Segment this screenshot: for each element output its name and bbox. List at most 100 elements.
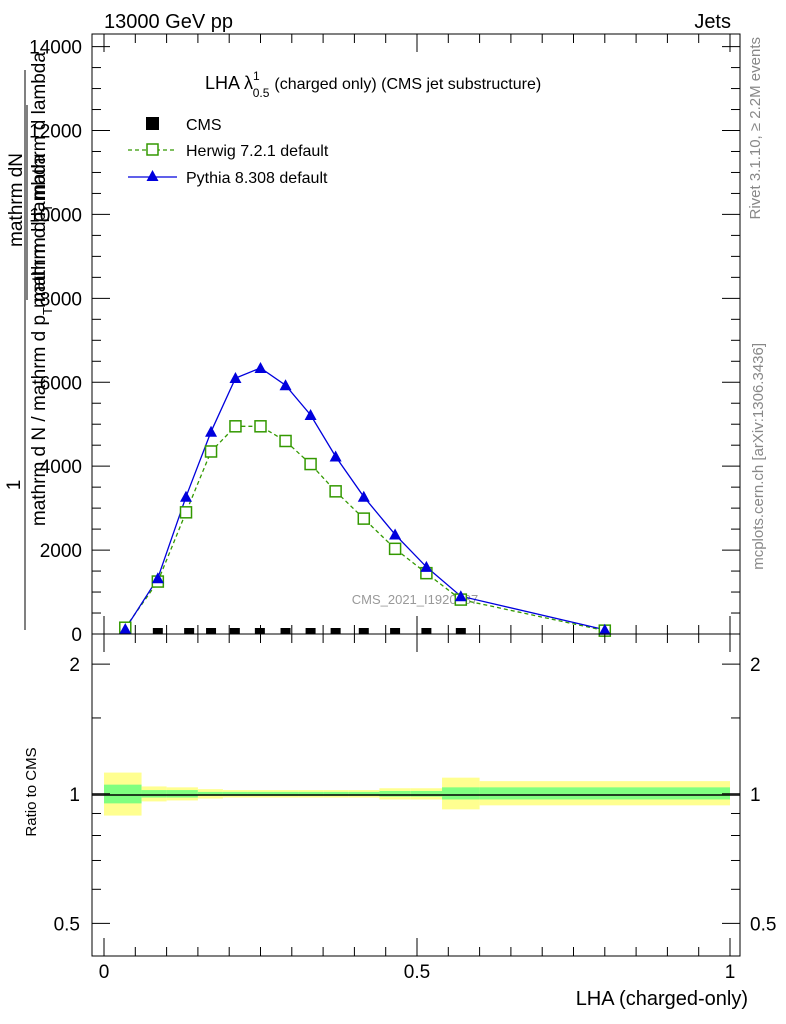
main-y-tick-label: 10000	[29, 205, 82, 226]
main-panel: 0 2000 4000 6000 8000 10000 12000 14000 CMS_202…	[29, 33, 741, 646]
rivet-label: Rivet 3.1.10, ≥ 2.2M events	[747, 37, 764, 220]
ratio-inner-band	[104, 784, 142, 804]
main-y-tick-label: 14000	[29, 38, 82, 59]
pythia-point	[229, 372, 242, 384]
herwig-point	[279, 434, 292, 448]
energy-label: 13000 GeV pp	[104, 11, 233, 33]
pythia-line	[124, 367, 605, 631]
ratio-panel: 0.5 0.51 12 2 0 0.5 1 Ratio to CMS LHA (charg…	[23, 633, 777, 1010]
pythia-point	[357, 490, 370, 502]
main-y-ticks: 0 2000 4000 6000 8000 10000 12000 14000	[29, 38, 740, 646]
herwig-point	[304, 457, 317, 471]
pythia-point	[329, 450, 342, 462]
cms-data-point	[390, 628, 401, 634]
pythia-point	[180, 490, 193, 502]
analysis-watermark: CMS_2021_I1920187	[352, 592, 479, 607]
cms-data-point	[421, 628, 432, 634]
ratio-inner-band	[298, 791, 324, 796]
legend-herwig-label: Herwig 7.2.1 default	[186, 143, 329, 160]
herwig-point	[388, 542, 402, 556]
mcplots-label: mcplots.cern.ch [arXiv:1306.3436]	[750, 343, 767, 570]
herwig-point	[229, 420, 242, 433]
main-y-tick-label: 4000	[40, 457, 82, 478]
ratio-y-tick-label-right: 1	[750, 785, 761, 806]
ratio-inner-band	[273, 791, 299, 796]
cms-data-point	[254, 628, 265, 634]
cms-data-point	[184, 628, 195, 634]
ratio-y-tick-label-right: 2	[750, 655, 761, 676]
herwig-point	[329, 485, 342, 498]
y-label-inner-bottom: mathrm d pTmathrm d lambda	[29, 52, 55, 308]
main-y-tick-label: 2000	[40, 541, 82, 562]
title-superscript: 1	[253, 69, 260, 83]
pythia-point	[598, 623, 611, 635]
ratio-inner-band	[323, 791, 349, 796]
ratio-inner-band	[379, 790, 411, 797]
legend-pythia-label: Pythia 8.308 default	[186, 170, 328, 187]
cms-data-point	[455, 628, 466, 634]
cms-data-point	[152, 628, 163, 634]
ratio-x-ticks: 0 0.5 1	[99, 634, 736, 983]
ratio-inner-band	[197, 791, 223, 796]
ratio-bands	[104, 772, 730, 816]
ratio-inner-band	[166, 790, 198, 798]
cms-data-point	[358, 628, 369, 634]
ratio-x-tick-label: 0	[99, 962, 110, 983]
pythia-point	[454, 590, 467, 602]
pythia-point	[304, 408, 317, 420]
ratio-inner-band	[442, 787, 480, 800]
legend: CMS Herwig 7.2.1 default Pythia 8.308 de…	[128, 117, 329, 187]
main-y-tick-label: 6000	[40, 373, 82, 394]
pythia-point	[119, 622, 132, 634]
ratio-y-label: Ratio to CMS	[23, 747, 40, 836]
cms-data-point	[280, 628, 291, 634]
cms-data-point	[206, 628, 217, 634]
ratio-x-tick-label: 1	[725, 962, 736, 983]
legend-cms-label: CMS	[186, 117, 222, 134]
cms-data-point	[330, 628, 341, 634]
ratio-inner-band	[222, 791, 248, 796]
ratio-frame	[91, 633, 741, 957]
pythia-point	[389, 528, 402, 540]
pythia-point	[279, 379, 292, 391]
ratio-inner-band	[410, 790, 443, 797]
legend-pythia-marker	[146, 170, 159, 181]
jets-label: Jets	[694, 11, 731, 33]
ratio-inner-band	[479, 787, 730, 800]
cms-data-point	[305, 628, 316, 634]
ratio-inner-band	[141, 790, 167, 798]
title-main: LHA λ	[205, 73, 253, 93]
pythia-point	[205, 425, 218, 437]
main-y-tick-label: 0	[71, 625, 82, 646]
ratio-y-ticks: 0.5 0.5 1 1 2 2	[54, 655, 777, 935]
y-label-prefix: 1	[4, 480, 25, 491]
cms-data-point	[229, 628, 240, 634]
main-y-tick-label: 8000	[40, 289, 82, 310]
ratio-y-tick-label: 1	[69, 785, 80, 806]
herwig-point	[357, 512, 371, 525]
ratio-y-tick-label: 2	[69, 655, 80, 676]
x-axis-label: LHA (charged-only)	[576, 988, 748, 1010]
chart-title: LHA λ1 0.5 (charged only) (CMS jet substru…	[205, 69, 541, 100]
legend-herwig-marker	[146, 143, 159, 156]
title-subscript: 0.5	[253, 86, 270, 100]
y-label-inner-top: mathrm dN	[6, 153, 27, 247]
title-rest: (charged only) (CMS jet substructure)	[274, 76, 541, 93]
y-label-numerator: mathrm d N / mathrm d pT mathrm d lambda	[29, 153, 55, 526]
ratio-inner-band	[247, 791, 274, 796]
ratio-y-tick-label-right: 0.5	[750, 914, 776, 935]
ratio-y-tick-label: 0.5	[54, 914, 80, 935]
pythia-point	[151, 572, 164, 584]
ratio-x-tick-label: 0.5	[404, 962, 430, 983]
legend-cms-marker	[146, 117, 159, 130]
main-x-ticks	[103, 34, 731, 634]
series-layer	[119, 361, 612, 637]
main-y-tick-label: 12000	[29, 122, 82, 143]
main-y-axis-label: 1 mathrm d N / mathrm d pT mathrm d lamb…	[4, 52, 55, 630]
herwig-point	[254, 420, 267, 433]
pythia-point	[254, 361, 267, 373]
herwig-point	[204, 445, 218, 458]
herwig-point	[179, 506, 193, 519]
pythia-point	[420, 560, 433, 572]
